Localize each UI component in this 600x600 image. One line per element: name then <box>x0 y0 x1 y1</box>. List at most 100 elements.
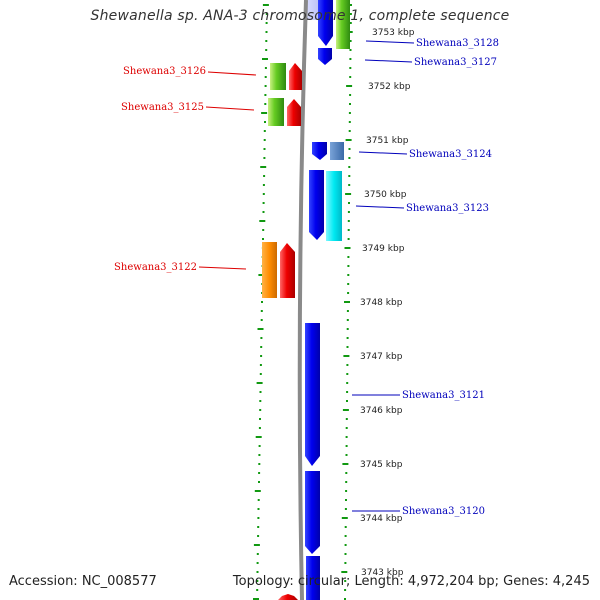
gene-shewana3-3125-part-a[interactable] <box>268 98 284 126</box>
strand-tick <box>258 445 261 447</box>
strand-tick <box>258 274 265 276</box>
kbp-label: 3748 kbp <box>360 298 403 308</box>
gene-shewana3-3126-part-a[interactable] <box>270 63 286 90</box>
strand-tick <box>261 301 263 303</box>
strand-tick <box>264 67 267 69</box>
kbp-label: 3745 kbp <box>360 460 403 470</box>
gene-labels-left: Shewana3_3126 Shewana3_3125 Shewana3_3122 <box>114 66 206 273</box>
strand-tick <box>262 229 265 231</box>
strand-tick <box>348 130 351 132</box>
gene-label[interactable]: Shewana3_3121 <box>402 390 485 401</box>
strand-tick <box>263 139 266 141</box>
strand-tick <box>344 508 347 510</box>
strand-tick <box>346 319 349 321</box>
gene-shewana3-3128-part-a[interactable] <box>318 0 333 46</box>
strand-tick <box>346 346 349 348</box>
gene-label[interactable]: Shewana3_3125 <box>121 102 204 113</box>
strand-tick <box>259 220 266 222</box>
gene-shewana3-3122-part-b[interactable] <box>280 243 295 298</box>
strand-tick <box>253 598 259 600</box>
gene-shewana3-3124-part-b[interactable] <box>330 142 344 160</box>
label-connector <box>358 151 408 155</box>
strand-tick <box>345 193 352 195</box>
strand-tick <box>349 76 352 78</box>
gene-shewana3-3128[interactable] <box>318 0 350 49</box>
strand-tick <box>346 391 349 393</box>
strand-tick <box>342 463 349 465</box>
label-connector <box>365 40 415 44</box>
gene-shewana3-3124-part-a[interactable] <box>312 142 327 160</box>
strand-tick <box>264 94 267 96</box>
strand-tick <box>341 517 348 519</box>
topology-label: Topology: circular; Length: 4,972,204 bp… <box>232 574 590 589</box>
gene-blue-bottom[interactable] <box>306 556 320 600</box>
kbp-label: 3749 kbp <box>362 244 405 254</box>
strand-tick <box>263 175 266 177</box>
gene-shewana3-3123-part-a[interactable] <box>309 170 324 240</box>
kbp-label: 3744 kbp <box>360 514 403 524</box>
strand-tick <box>256 553 259 555</box>
gene-shewana3-3125-part-b[interactable] <box>287 99 301 126</box>
kbp-label: 3746 kbp <box>360 406 403 416</box>
strand-tick <box>255 436 262 438</box>
gene-label[interactable]: Shewana3_3120 <box>402 506 485 517</box>
strand-tick <box>260 337 263 339</box>
strand-tick <box>348 175 351 177</box>
strand-tick <box>344 562 347 564</box>
strand-tick <box>343 355 350 357</box>
strand-tick <box>260 166 267 168</box>
strand-tick <box>348 166 351 168</box>
strand-tick <box>349 13 352 15</box>
strand-tick <box>262 202 265 204</box>
kbp-label: 3750 kbp <box>364 190 407 200</box>
gene-label[interactable]: Shewana3_3122 <box>114 262 197 273</box>
gene-shewana3-3127[interactable] <box>318 48 332 65</box>
strand-tick <box>257 517 260 519</box>
strand-tick <box>257 499 260 501</box>
gene-shewana3-3122-part-a[interactable] <box>262 242 277 298</box>
gene-shewana3-3123-part-b[interactable] <box>326 171 342 241</box>
strand-tick <box>262 4 269 6</box>
strand-tick <box>265 22 268 24</box>
gene-label[interactable]: Shewana3_3123 <box>406 203 489 214</box>
gene-label[interactable]: Shewana3_3126 <box>123 66 206 77</box>
gene-label[interactable]: Shewana3_3128 <box>416 38 499 49</box>
gene-shewana3-3126[interactable] <box>270 63 302 90</box>
strand-tick <box>344 598 346 600</box>
gene-red-bottom[interactable] <box>278 594 298 600</box>
gene-shewana3-3128-part-b[interactable] <box>336 0 350 49</box>
strand-tick <box>347 238 350 240</box>
strand-tick <box>345 139 352 141</box>
gene-label[interactable]: Shewana3_3124 <box>409 149 492 160</box>
strand-tick <box>263 157 266 159</box>
strand-tick <box>349 67 352 69</box>
strand-tick <box>346 373 349 375</box>
strand-tick <box>258 472 261 474</box>
strand-tick <box>347 265 350 267</box>
strand-tick <box>345 436 348 438</box>
forward-strand-ticks <box>341 4 353 600</box>
label-connector <box>207 71 257 76</box>
strand-tick <box>263 148 266 150</box>
strand-tick <box>260 310 263 312</box>
strand-tick <box>348 157 351 159</box>
gene-shewana3-3123[interactable] <box>309 170 342 241</box>
strand-tick <box>347 211 350 213</box>
strand-tick <box>347 274 350 276</box>
strand-tick <box>254 490 261 492</box>
gene-shewana3-3126-part-b[interactable] <box>289 63 302 90</box>
strand-tick <box>349 22 352 24</box>
strand-tick <box>345 445 348 447</box>
gene-shewana3-3125[interactable] <box>268 98 301 126</box>
strand-tick <box>349 94 352 96</box>
strand-tick <box>259 391 262 393</box>
gene-shewana3-3120[interactable] <box>305 471 320 554</box>
gene-shewana3-3124[interactable] <box>312 142 344 160</box>
strand-tick <box>346 337 349 339</box>
gene-shewana3-3121[interactable] <box>305 323 320 466</box>
strand-tick <box>259 409 262 411</box>
gene-label[interactable]: Shewana3_3127 <box>414 57 497 68</box>
gene-shewana3-3122[interactable] <box>262 242 295 298</box>
strand-tick <box>345 454 348 456</box>
strand-tick <box>258 427 261 429</box>
